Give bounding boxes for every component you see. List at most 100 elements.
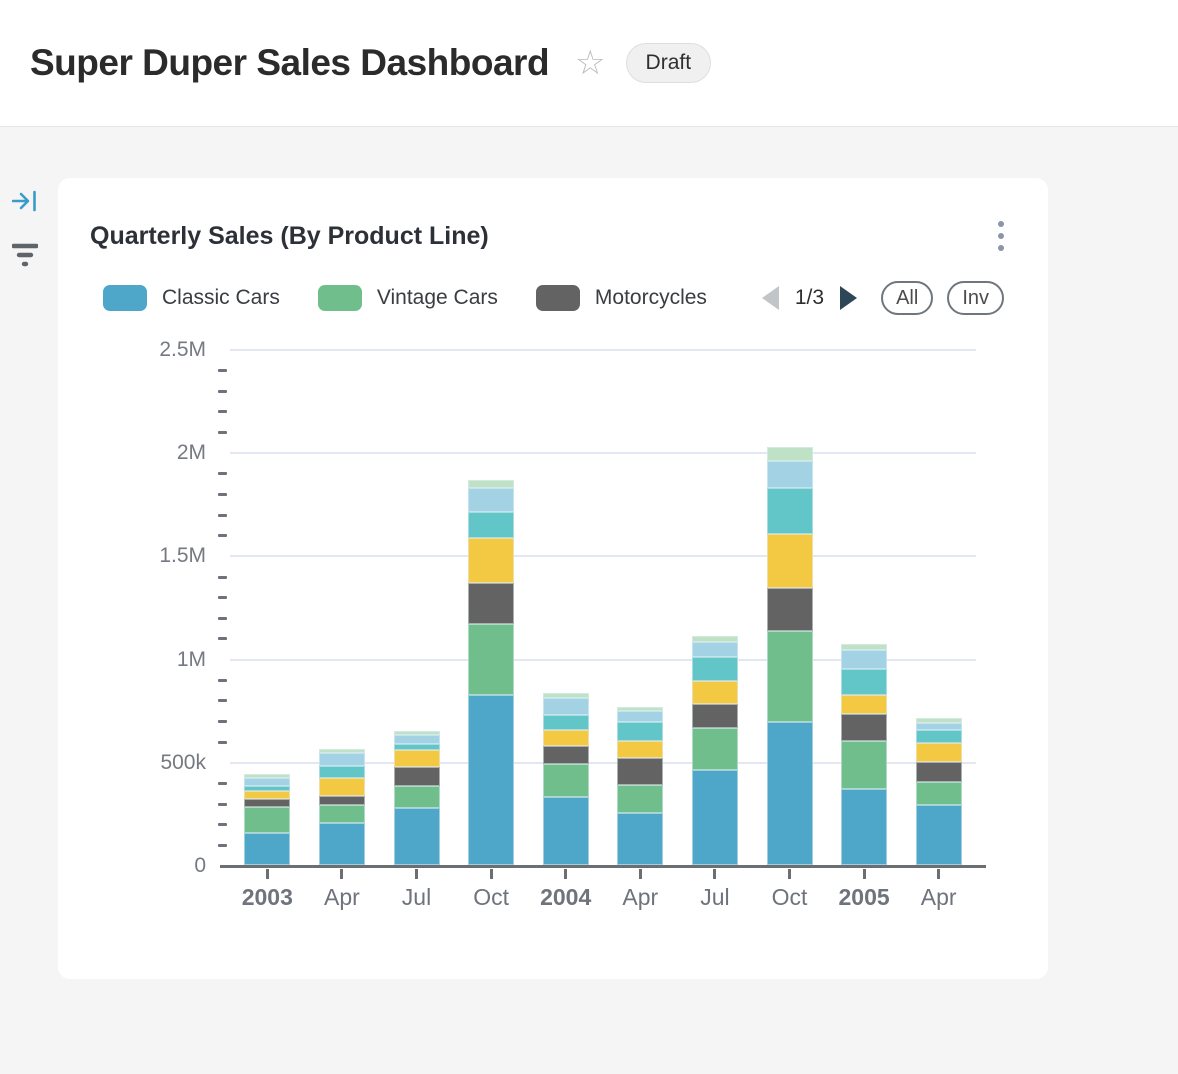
filter-icon[interactable] [11, 243, 48, 272]
bar-segment[interactable] [244, 833, 291, 865]
bar-2004-4[interactable] [542, 692, 589, 865]
bar-segment[interactable] [393, 743, 440, 751]
bar-segment[interactable] [468, 488, 515, 512]
bar-segment[interactable] [766, 447, 813, 461]
bar-segment[interactable] [691, 770, 738, 865]
bar-segment[interactable] [542, 715, 589, 731]
bar-segment[interactable] [915, 804, 962, 865]
bar-segment[interactable] [841, 741, 888, 789]
bar-segment[interactable] [542, 730, 589, 747]
bar-segment[interactable] [468, 583, 515, 625]
bar-segment[interactable] [542, 698, 589, 716]
bar-segment[interactable] [691, 680, 738, 704]
legend-item-motorcycles[interactable]: Motorcycles [535, 285, 707, 311]
legend-prev-icon[interactable] [761, 286, 779, 310]
bar-oct-7[interactable] [766, 447, 813, 865]
bar-segment[interactable] [318, 796, 365, 805]
bar-segment[interactable] [766, 488, 813, 535]
bar-jul-6[interactable] [691, 635, 738, 865]
bar-segment[interactable] [766, 588, 813, 632]
bar-oct-3[interactable] [468, 480, 515, 865]
bar-segment[interactable] [766, 460, 813, 489]
bar-segment[interactable] [468, 624, 515, 696]
bar-segment[interactable] [766, 534, 813, 589]
bar-segment[interactable] [915, 723, 962, 730]
bar-apr-9[interactable] [915, 717, 962, 865]
bar-segment[interactable] [617, 784, 664, 813]
bar-segment[interactable] [244, 790, 291, 799]
bar-segment[interactable] [617, 741, 664, 759]
y-axis-minor-tick [218, 740, 227, 744]
bar-segment[interactable] [691, 635, 738, 642]
bar-segment[interactable] [393, 808, 440, 865]
bar-segment[interactable] [617, 721, 664, 742]
bar-segment[interactable] [318, 778, 365, 797]
bar-segment[interactable] [468, 511, 515, 539]
bar-2003-0[interactable] [244, 773, 291, 865]
bar-segment[interactable] [841, 695, 888, 714]
bar-segment[interactable] [468, 480, 515, 489]
bar-segment[interactable] [318, 748, 365, 753]
bar-segment[interactable] [244, 773, 291, 778]
bar-segment[interactable] [244, 807, 291, 834]
bar-segment[interactable] [691, 656, 738, 681]
bar-segment[interactable] [244, 798, 291, 808]
bar-segment[interactable] [318, 804, 365, 824]
bar-2005-8[interactable] [841, 643, 888, 865]
bar-segment[interactable] [766, 631, 813, 722]
legend-invert-button[interactable]: Inv [947, 281, 1004, 315]
bar-segment[interactable] [468, 538, 515, 584]
bar-segment[interactable] [393, 786, 440, 809]
bar-segment[interactable] [542, 692, 589, 699]
bar-apr-1[interactable] [318, 748, 365, 865]
expand-panel-icon[interactable] [11, 190, 48, 217]
bar-segment[interactable] [318, 752, 365, 766]
bar-segment[interactable] [915, 717, 962, 723]
bar-segment[interactable] [915, 781, 962, 805]
bar-segment[interactable] [393, 735, 440, 744]
y-axis-minor-tick [218, 637, 227, 641]
bar-segment[interactable] [841, 650, 888, 670]
bar-segment[interactable] [617, 707, 664, 712]
legend-all-button[interactable]: All [881, 281, 934, 315]
bar-segment[interactable] [617, 813, 664, 865]
bar-segment[interactable] [915, 742, 962, 762]
bar-segment[interactable] [766, 721, 813, 865]
bar-segment[interactable] [542, 797, 589, 865]
bar-segment[interactable] [244, 785, 291, 791]
bar-segment[interactable] [841, 669, 888, 696]
x-axis-tick-label: Apr [920, 884, 957, 910]
bar-segment[interactable] [691, 703, 738, 729]
bar-segment[interactable] [542, 746, 589, 764]
bar-segment[interactable] [318, 823, 365, 865]
gridline [230, 349, 976, 351]
y-axis-minor-tick [218, 616, 227, 620]
bar-segment[interactable] [318, 765, 365, 779]
bar-segment[interactable] [691, 641, 738, 657]
bar-segment[interactable] [468, 695, 515, 865]
bar-segment[interactable] [915, 761, 962, 782]
x-axis-tick-label: Jul [401, 884, 432, 910]
legend-next-icon[interactable] [840, 286, 858, 310]
bar-segment[interactable] [393, 731, 440, 736]
bar-segment[interactable] [691, 728, 738, 771]
bar-segment[interactable] [542, 763, 589, 798]
bar-jul-2[interactable] [393, 731, 440, 865]
kebab-menu-icon[interactable] [990, 217, 1012, 255]
bar-segment[interactable] [841, 788, 888, 865]
legend-item-vintage-cars[interactable]: Vintage Cars [317, 285, 498, 311]
star-icon[interactable]: ☆ [575, 44, 606, 82]
bar-segment[interactable] [393, 750, 440, 768]
x-axis-tick [862, 869, 866, 879]
bar-segment[interactable] [393, 767, 440, 787]
bar-apr-5[interactable] [617, 707, 664, 865]
legend-item-classic-cars[interactable]: Classic Cars [103, 285, 280, 311]
side-rail [11, 190, 48, 298]
bar-segment[interactable] [915, 729, 962, 743]
bar-segment[interactable] [617, 758, 664, 785]
bar-segment[interactable] [617, 711, 664, 722]
bar-segment[interactable] [841, 713, 888, 742]
bar-segment[interactable] [841, 643, 888, 651]
y-axis-minor-tick [218, 575, 227, 579]
bar-segment[interactable] [244, 777, 291, 786]
